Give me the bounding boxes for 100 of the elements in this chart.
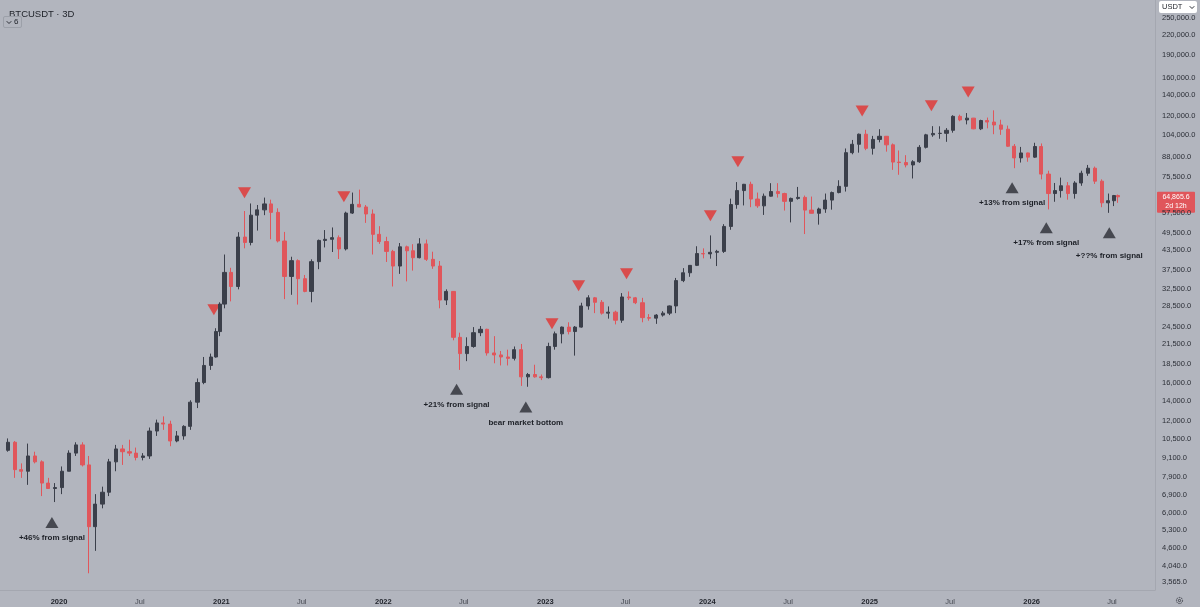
candlestick [87, 455, 91, 574]
candlestick [789, 197, 793, 223]
candlestick [451, 290, 456, 341]
candlestick [1112, 194, 1116, 207]
annotation: +13% from signal [979, 198, 1046, 208]
candlestick [701, 247, 705, 259]
candlestick [417, 237, 421, 259]
candlestick [884, 135, 889, 153]
candlestick [391, 249, 395, 287]
candlestick [120, 444, 125, 466]
candlestick [620, 292, 624, 324]
candlestick [708, 234, 712, 260]
candlestick [640, 297, 645, 323]
candlestick [405, 245, 409, 282]
candlestick [823, 193, 827, 214]
annotation: +17% from signal [1013, 238, 1080, 248]
candlestick [1066, 181, 1070, 201]
candlestick [1116, 194, 1120, 204]
candlestick [303, 274, 307, 293]
candlestick [864, 129, 868, 151]
candlestick [269, 199, 273, 240]
candlestick [202, 356, 206, 385]
candlestick [1079, 170, 1083, 187]
candlestick [533, 364, 537, 379]
candlestick [560, 326, 564, 344]
candlestick [74, 441, 78, 457]
candlestick [647, 313, 651, 322]
candlestick [539, 374, 543, 381]
candlestick [722, 223, 726, 254]
candlestick [411, 243, 415, 272]
candlestick [593, 296, 597, 314]
candlestick [243, 210, 247, 249]
candlestick [850, 139, 854, 155]
candlestick [296, 258, 300, 306]
candlestick [600, 299, 604, 316]
candlestick [809, 196, 814, 215]
candlestick [729, 198, 733, 231]
candlestick [371, 208, 375, 256]
candlestick [567, 321, 571, 335]
candlestick [465, 336, 469, 362]
candlestick [979, 119, 983, 131]
candlestick [579, 302, 583, 329]
candlestick [262, 197, 267, 216]
point [961, 86, 975, 98]
candlestick [553, 331, 557, 351]
candlestick [526, 372, 530, 388]
candlestick [695, 245, 699, 267]
point [519, 401, 533, 413]
candlestick [857, 133, 861, 154]
candlestick [735, 181, 739, 210]
candlestick [424, 239, 428, 262]
point [703, 210, 717, 222]
candlestick [782, 192, 787, 212]
candlestick [911, 159, 915, 179]
candlestick [323, 229, 327, 248]
candlestick [344, 211, 348, 251]
candlestick [67, 449, 71, 472]
candlestick [1073, 180, 1077, 200]
candlestick [958, 114, 962, 122]
candlestick [1100, 178, 1104, 208]
candlestick [398, 242, 402, 275]
point [450, 383, 464, 395]
candlestick [1026, 152, 1030, 163]
candlestick [249, 202, 253, 246]
candlestick [337, 234, 341, 260]
candlestick [229, 267, 233, 302]
candlestick [309, 258, 314, 303]
candlestick [444, 288, 448, 306]
candlestick [506, 349, 510, 366]
candlestick [1086, 164, 1090, 177]
candlestick [951, 114, 955, 134]
candlestick [546, 342, 551, 379]
candlestick [965, 112, 969, 125]
candlestick [175, 430, 179, 443]
candlestick [606, 305, 610, 320]
candlestick [114, 444, 118, 472]
candlestick [141, 452, 145, 461]
candlestick [80, 441, 85, 467]
candlestick [478, 325, 483, 337]
candlestick [681, 267, 685, 283]
candlestick [762, 193, 766, 216]
candlestick [904, 154, 908, 168]
candlestick [289, 256, 294, 296]
point [237, 187, 251, 199]
point [924, 100, 938, 112]
candlestick [13, 440, 17, 479]
candlestick [654, 313, 658, 325]
point [731, 156, 745, 168]
candlestick [182, 424, 186, 441]
annotation: 6 [14, 17, 19, 27]
candlestick [877, 128, 882, 143]
candlestick [586, 294, 590, 311]
candlestick [837, 179, 841, 194]
point [337, 191, 351, 203]
candlestick [627, 290, 631, 301]
candlestick [6, 437, 10, 453]
point [620, 268, 634, 280]
annotation: +21% from signal [423, 399, 490, 409]
candlestick [127, 439, 132, 457]
point [1039, 222, 1053, 234]
